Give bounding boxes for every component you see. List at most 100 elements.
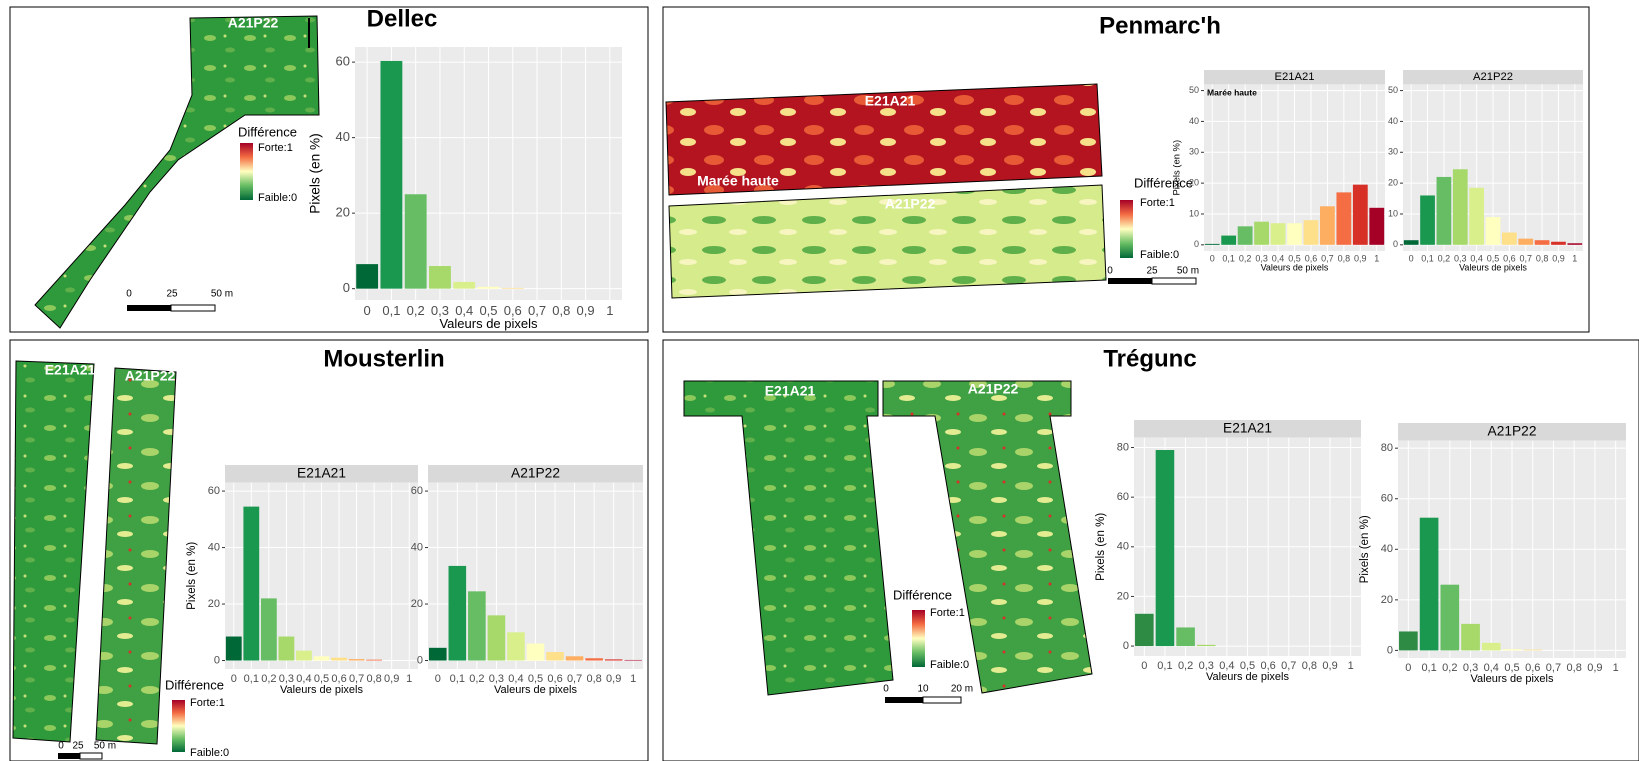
legend-label: Faible:0: [1140, 249, 1179, 261]
scale-label: 25: [1146, 266, 1158, 277]
x-tick-label: 0: [435, 673, 441, 685]
bar: [1352, 184, 1368, 245]
legend-gradient: [240, 143, 253, 200]
x-tick-label: 0,1: [382, 303, 400, 318]
panel-frame: [662, 6, 1590, 333]
scale-bar: [170, 304, 216, 312]
y-tick-label: 40: [1117, 541, 1129, 553]
y-tick-label: 60: [1381, 493, 1393, 505]
x-tick-label: 0,1: [450, 673, 465, 685]
map-label: E21A21: [765, 383, 816, 399]
x-tick-label: 0,8: [1567, 662, 1582, 674]
x-tick-label: 0,9: [1322, 660, 1337, 672]
legend-label: Faible:0: [930, 659, 969, 671]
y-tick-label: 10: [1388, 208, 1398, 218]
y-tick-label: 20: [336, 205, 350, 220]
bar: [1518, 238, 1534, 245]
x-tick-label: 0,1: [1222, 253, 1235, 263]
x-tick-label: 0,3: [279, 673, 294, 685]
bar: [585, 658, 603, 661]
x-tick-label: 0,5: [479, 303, 497, 318]
bar: [1399, 631, 1418, 651]
y-axis-label: Pixels (en %): [308, 133, 323, 213]
map: [668, 184, 1107, 299]
bar: [278, 636, 295, 661]
facet-strip: [1403, 70, 1583, 85]
y-tick-label: 40: [336, 129, 350, 144]
y-tick-label: 20: [411, 598, 423, 610]
y-tick-label: 40: [1189, 116, 1199, 126]
x-tick-label: 1: [1374, 253, 1379, 263]
bar: [1254, 221, 1269, 245]
map: [882, 380, 1093, 694]
x-tick-label: 0,1: [244, 673, 259, 685]
y-tick-label: 40: [208, 541, 220, 553]
bar: [356, 264, 379, 289]
scale-label: 20 m: [951, 684, 973, 695]
x-tick-label: 0,5: [1288, 253, 1301, 263]
legend-gradient: [1120, 200, 1133, 258]
x-tick-label: 0: [1409, 253, 1414, 263]
x-tick-label: 0,9: [577, 303, 595, 318]
map-label: A21P22: [228, 15, 279, 31]
scale-label: 50 m: [211, 289, 233, 300]
bar: [1303, 220, 1319, 245]
bar: [1204, 243, 1220, 245]
facet-label: A21P22: [1488, 423, 1537, 438]
bar: [468, 591, 486, 661]
x-axis-label: Valeurs de pixels: [1206, 671, 1289, 683]
y-tick-label: 20: [208, 598, 220, 610]
bar: [1420, 195, 1435, 245]
x-tick-label: 0,7: [528, 303, 546, 318]
scale-label: 10: [917, 684, 929, 695]
x-tick-label: 1: [630, 673, 636, 685]
x-tick-label: 0,3: [1463, 662, 1478, 674]
facet-strip: [1134, 420, 1361, 438]
x-tick-label: 0,8: [1536, 253, 1549, 263]
scale-bar: [885, 697, 923, 703]
scale-label: 25: [72, 741, 84, 752]
x-tick-label: 0,3: [1454, 253, 1467, 263]
x-tick-label: 0,6: [331, 673, 346, 685]
y-tick-label: 80: [1117, 441, 1129, 453]
bar: [1452, 169, 1468, 245]
y-tick-label: 0: [417, 654, 423, 666]
bar: [1369, 207, 1385, 245]
bar: [1135, 613, 1154, 647]
y-tick-label: 30: [1189, 147, 1199, 157]
y-tick-label: 60: [208, 485, 220, 497]
facet-strip: [1398, 423, 1626, 441]
facet-strip: [225, 465, 418, 483]
map: [683, 380, 894, 696]
panel-title: Mousterlin: [323, 345, 444, 372]
bar: [1270, 223, 1286, 245]
x-tick-label: 0,4: [1272, 253, 1285, 263]
bar: [313, 656, 330, 661]
scale-label: 0: [126, 289, 132, 300]
facet-strip: [428, 465, 643, 483]
x-tick-label: 0,7: [1519, 253, 1532, 263]
bar: [1403, 240, 1419, 245]
bar: [380, 60, 403, 289]
legend-title: Différence: [238, 124, 297, 139]
map-note: Marée haute: [697, 173, 779, 189]
scale-label: 50 m: [1177, 266, 1199, 277]
bar: [477, 286, 500, 289]
bar: [1320, 206, 1335, 245]
x-tick-label: 0,2: [407, 303, 425, 318]
x-tick-label: 0,6: [547, 673, 562, 685]
x-tick-label: 0,6: [1503, 253, 1516, 263]
bar: [546, 652, 564, 661]
bar: [243, 506, 260, 661]
y-tick-label: 20: [1189, 178, 1199, 188]
x-tick-label: 0,4: [1484, 662, 1499, 674]
y-tick-label: 0: [214, 654, 220, 666]
bar: [1436, 176, 1452, 245]
x-tick-label: 1: [1572, 253, 1577, 263]
bar: [1176, 627, 1195, 647]
bar: [296, 650, 312, 661]
x-tick-label: 0,2: [1438, 253, 1451, 263]
x-axis-label: Valeurs de pixels: [1261, 262, 1329, 272]
x-tick-label: 0,4: [508, 673, 523, 685]
y-tick-label: 0: [1194, 239, 1199, 249]
